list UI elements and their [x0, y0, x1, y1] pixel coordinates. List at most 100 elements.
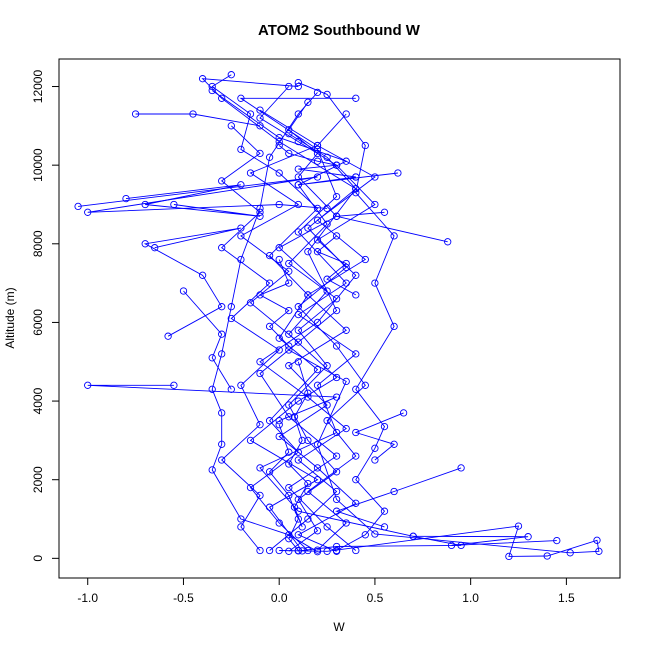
data-point: [218, 94, 226, 102]
data-point: [361, 255, 369, 264]
data-point: [313, 464, 322, 472]
data-point: [298, 436, 306, 445]
data-point: [294, 228, 302, 236]
data-point: [323, 401, 331, 409]
data-point: [294, 78, 302, 87]
data-point: [84, 208, 92, 216]
data-point: [285, 535, 293, 543]
data-point: [313, 248, 322, 256]
data-point: [304, 291, 312, 299]
y-axis-label: Altitude (m): [3, 287, 17, 348]
data-point: [304, 224, 312, 232]
data-point: [256, 208, 264, 216]
data-point: [352, 291, 360, 299]
data-point: [285, 483, 293, 492]
data-point: [227, 303, 235, 311]
data-point: [294, 397, 302, 405]
data-point: [285, 460, 293, 468]
data-point: [332, 468, 341, 476]
data-point: [285, 130, 293, 138]
data-point: [352, 476, 360, 484]
y-tick-label: 4000: [31, 387, 45, 414]
data-point: [304, 479, 312, 488]
data-point: [275, 334, 283, 342]
data-point: [514, 522, 523, 530]
data-point: [323, 547, 331, 555]
y-tick-label: 0: [31, 555, 45, 562]
data-point: [304, 546, 312, 555]
data-point: [371, 444, 379, 452]
series-line: [335, 467, 462, 528]
data-point: [313, 381, 322, 389]
data-point: [256, 106, 264, 114]
data-point: [342, 377, 350, 386]
data-point: [294, 165, 302, 173]
data-point: [218, 177, 226, 185]
data-point: [313, 236, 322, 244]
data-point: [332, 495, 341, 504]
data-point: [342, 157, 350, 165]
data-point: [352, 271, 360, 279]
data-point: [332, 373, 341, 382]
data-point: [361, 531, 369, 539]
data-point: [256, 546, 264, 555]
y-axis: 0 2000 4000 6000 8000 10000 12000: [31, 70, 60, 562]
data-point: [218, 350, 226, 358]
data-point: [361, 141, 369, 150]
series-line: [288, 133, 366, 551]
data-point: [380, 422, 389, 431]
data-point: [208, 82, 216, 91]
data-point: [371, 279, 379, 287]
data-point: [227, 314, 235, 323]
data-point: [390, 440, 398, 448]
data-point: [390, 322, 398, 331]
data-point: [352, 428, 360, 437]
data-point: [265, 417, 274, 425]
data-point: [380, 208, 389, 216]
data-point: [275, 346, 283, 354]
series-line: [220, 125, 280, 551]
data-point: [332, 161, 341, 169]
series-line: [249, 102, 338, 552]
data-point: [352, 185, 360, 193]
data-point: [342, 519, 350, 527]
data-point: [275, 200, 283, 209]
data-point: [313, 365, 322, 374]
data-point: [352, 452, 360, 460]
data-point: [246, 483, 255, 492]
data-point: [304, 98, 312, 106]
data-point: [294, 546, 302, 555]
data-point: [332, 295, 341, 303]
data-point: [227, 71, 235, 79]
data-point: [265, 503, 274, 511]
data-point: [141, 200, 149, 209]
data-point: [265, 153, 274, 161]
series-line: [259, 109, 376, 552]
data-point: [409, 532, 417, 540]
series-line: [211, 90, 348, 552]
data-point: [371, 530, 379, 538]
data-point: [313, 318, 322, 327]
chart-title: ATOM2 Southbound W: [258, 22, 421, 39]
data-point: [342, 110, 350, 118]
data-point: [208, 354, 216, 362]
data-point: [285, 279, 293, 287]
data-point: [361, 381, 369, 389]
data-point: [256, 149, 264, 158]
data-point: [275, 133, 283, 142]
y-tick-label: 2000: [31, 466, 45, 493]
series-line: [278, 145, 356, 178]
x-tick-label: -0.5: [173, 591, 194, 605]
data-point: [352, 94, 360, 102]
data-point: [237, 515, 245, 523]
series-line: [87, 384, 337, 422]
data-point: [371, 173, 379, 181]
data-point: [285, 413, 293, 421]
data-point: [131, 110, 140, 118]
data-point: [256, 212, 264, 220]
series-line: [258, 259, 290, 347]
series-line: [288, 361, 309, 528]
data-point: [394, 169, 402, 177]
data-point: [294, 82, 302, 91]
series-line: [239, 97, 462, 552]
